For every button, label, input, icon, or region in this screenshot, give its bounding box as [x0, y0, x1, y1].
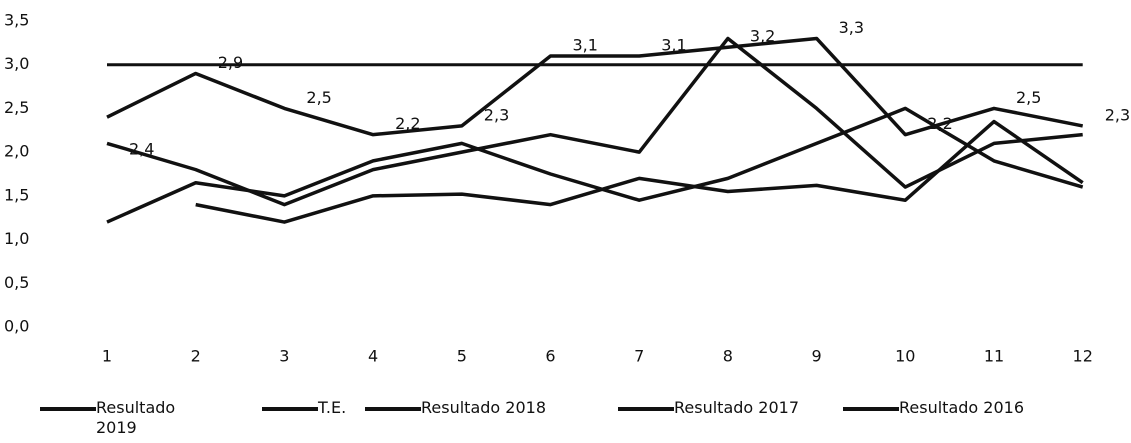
- y-tick-label: 1,0: [4, 229, 29, 248]
- legend-item: Resultado 2016: [843, 398, 1024, 418]
- y-tick-label: 0,0: [4, 317, 29, 336]
- x-tick-label: 10: [895, 347, 915, 366]
- legend-item: Resultado 2018: [365, 398, 546, 418]
- x-tick-label: 9: [812, 347, 822, 366]
- data-label: 2,3: [1105, 105, 1130, 124]
- legend: Resultado 2019 T.E. Resultado 2018 Resultad…: [0, 398, 1131, 443]
- legend-label: Resultado 2017: [674, 398, 799, 417]
- data-label: 2,3: [484, 105, 509, 124]
- y-tick-label: 3,5: [4, 11, 29, 30]
- data-label: 3,3: [839, 18, 864, 37]
- series-line: [106, 106, 1084, 224]
- x-tick-label: 12: [1073, 347, 1093, 366]
- data-label: 3,1: [661, 35, 686, 54]
- legend-swatch: [618, 407, 674, 411]
- series-line: [195, 119, 1084, 224]
- data-label: 3,2: [750, 27, 775, 46]
- y-tick-label: 1,5: [4, 185, 29, 204]
- legend-label: Resultado 2016: [899, 398, 1024, 417]
- x-tick-label: 6: [545, 347, 555, 366]
- data-label: 2,9: [218, 53, 243, 72]
- data-label: 3,1: [573, 35, 598, 54]
- y-tick-label: 2,5: [4, 98, 29, 117]
- legend-swatch: [40, 407, 96, 411]
- plot: 0,00,51,01,52,02,53,03,51 2 3 4 5 6 7 8 9 10 11 122…: [4, 11, 1130, 366]
- legend-label: Resultado 2019: [96, 398, 176, 437]
- x-tick-label: 4: [368, 347, 378, 366]
- y-tick-label: 3,0: [4, 54, 29, 73]
- legend-label: T.E.: [318, 398, 347, 417]
- x-tick-label: 2: [191, 347, 201, 366]
- legend-swatch: [365, 407, 421, 411]
- x-tick-label: 1: [102, 347, 112, 366]
- y-tick-label: 2,0: [4, 142, 29, 161]
- x-tick-label: 8: [723, 347, 733, 366]
- series-line: [106, 36, 1084, 137]
- legend-item: Resultado 2019: [40, 398, 191, 438]
- legend-label: Resultado 2018: [421, 398, 546, 417]
- legend-swatch: [843, 407, 899, 411]
- data-label: 2,2: [395, 114, 420, 133]
- legend-item: Resultado 2017: [618, 398, 799, 418]
- legend-item: T.E.: [262, 398, 346, 418]
- y-tick-label: 0,5: [4, 273, 29, 292]
- x-tick-label: 5: [457, 347, 467, 366]
- data-label: 2,5: [1016, 88, 1041, 107]
- x-tick-label: 11: [984, 347, 1004, 366]
- series-line: [106, 36, 1083, 207]
- x-tick-label: 7: [634, 347, 644, 366]
- legend-swatch: [262, 407, 318, 411]
- data-label: 2,5: [306, 88, 331, 107]
- data-label: 2,2: [927, 114, 952, 133]
- x-tick-label: 3: [279, 347, 289, 366]
